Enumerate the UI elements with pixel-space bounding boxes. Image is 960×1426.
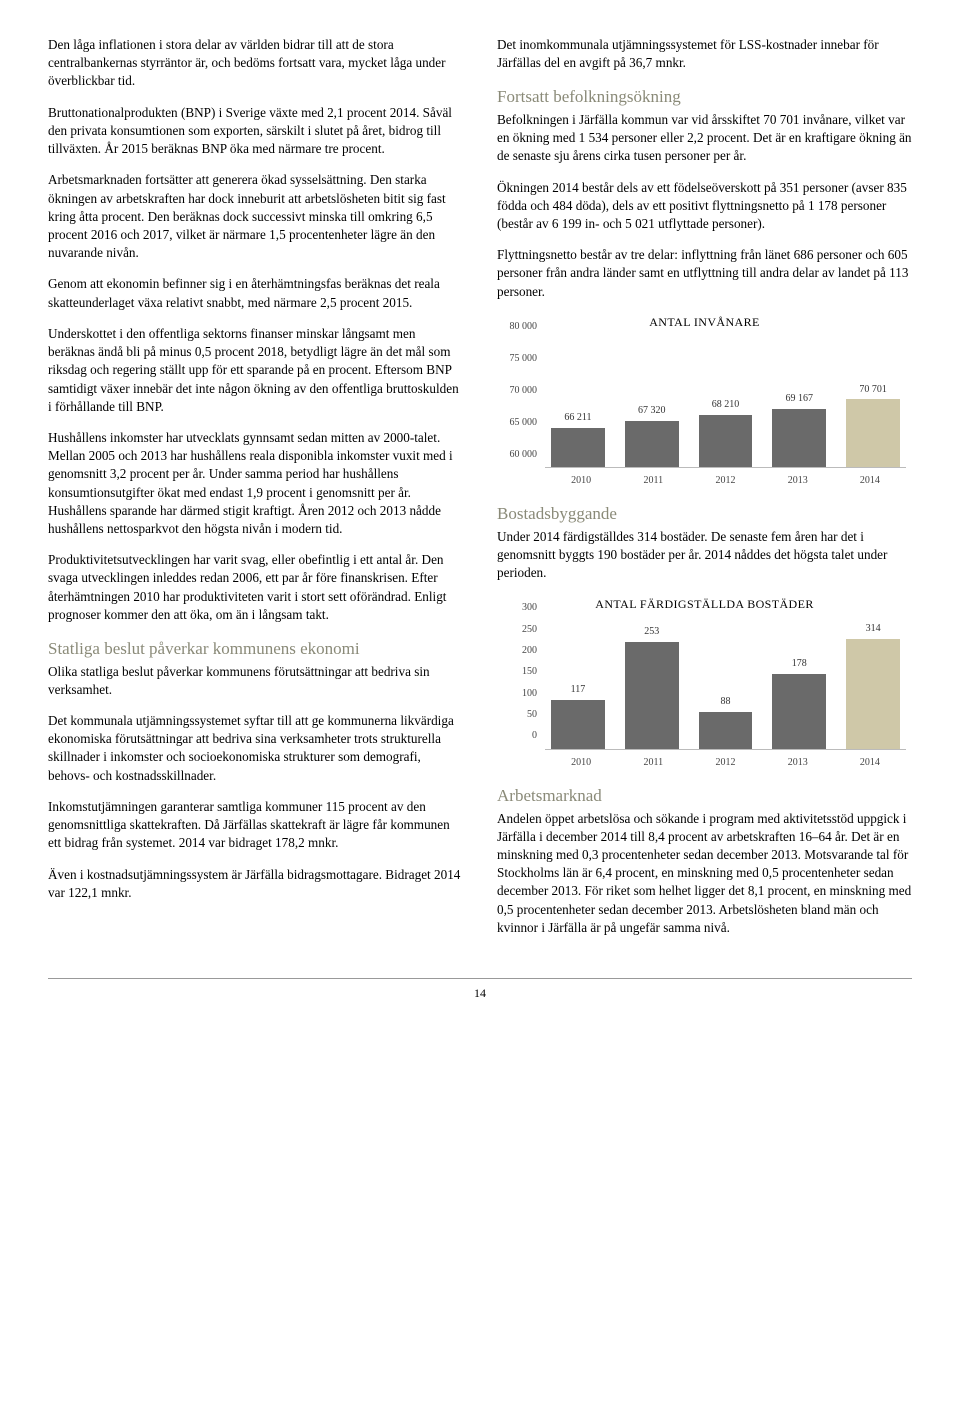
y-tick-label: 200 [522,644,537,658]
body-paragraph: Det kommunala utjämningssystemet syftar … [48,712,463,785]
bar-rect [551,700,605,750]
y-tick-label: 70 000 [510,384,538,398]
bar: 117 [545,622,611,749]
section-heading: Bostadsbyggande [497,502,912,525]
y-tick-label: 75 000 [510,352,538,366]
x-tick-label: 2013 [762,470,834,490]
bar-rect [772,409,826,467]
body-paragraph: Olika statliga beslut påverkar kommunens… [48,663,463,699]
chart-area: 0501001502002503001172538817831420102011… [545,622,906,772]
body-paragraph: Bruttonationalprodukten (BNP) i Sverige … [48,104,463,159]
section-heading: Statliga beslut påverkar kommunens ekono… [48,637,463,660]
bar: 88 [693,622,759,749]
two-column-layout: Den låga inflationen i stora delar av vä… [48,36,912,950]
y-tick-label: 80 000 [510,320,538,334]
x-tick-label: 2010 [545,470,617,490]
y-tick-label: 150 [522,665,537,679]
body-paragraph: Befolkningen i Järfälla kommun var vid å… [497,111,912,166]
body-paragraph: Andelen öppet arbetslösa och sökande i p… [497,810,912,938]
body-paragraph: Även i kostnadsutjämningssystem är Järfä… [48,866,463,902]
left-column: Den låga inflationen i stora delar av vä… [48,36,463,950]
bar-rect [625,421,679,467]
bar-rect [699,712,753,749]
bar: 68 210 [693,340,759,467]
population-chart: ANTAL INVÅNARE 60 00065 00070 00075 0008… [497,314,912,491]
bar-value-label: 88 [720,695,730,709]
body-paragraph: Den låga inflationen i stora delar av vä… [48,36,463,91]
bar-value-label: 68 210 [712,398,740,412]
x-tick-label: 2011 [617,752,689,772]
body-paragraph: Ökningen 2014 består dels av ett födelse… [497,179,912,234]
bar: 253 [619,622,685,749]
bar-rect [625,642,679,749]
y-tick-label: 300 [522,601,537,615]
chart-title: ANTAL INVÅNARE [497,314,912,331]
section-heading: Arbetsmarknad [497,784,912,807]
page-footer: 14 [48,978,912,1002]
body-paragraph: Flyttningsnetto består av tre delar: inf… [497,246,912,301]
chart-title: ANTAL FÄRDIGSTÄLLDA BOSTÄDER [497,596,912,613]
bar-rect [772,674,826,749]
chart-area: 60 00065 00070 00075 00080 00066 21167 3… [545,340,906,490]
bar-value-label: 314 [866,622,881,636]
bar-value-label: 66 211 [564,411,591,425]
bar-value-label: 70 701 [859,383,887,397]
x-tick-label: 2013 [762,752,834,772]
body-paragraph: Underskottet i den offentliga sektorns f… [48,325,463,416]
body-paragraph: Arbetsmarknaden fortsätter att generera … [48,171,463,262]
bar-value-label: 178 [792,657,807,671]
x-tick-label: 2010 [545,752,617,772]
bar: 67 320 [619,340,685,467]
y-tick-label: 0 [532,729,537,743]
y-tick-label: 50 [527,708,537,722]
bar-value-label: 117 [571,683,586,697]
y-tick-label: 250 [522,623,537,637]
bar: 69 167 [766,340,832,467]
body-paragraph: Inkomstutjämningen garanterar samtliga k… [48,798,463,853]
y-tick-label: 100 [522,687,537,701]
bar-rect [846,639,900,749]
x-tick-label: 2014 [834,470,906,490]
x-tick-label: 2014 [834,752,906,772]
body-paragraph: Under 2014 färdigställdes 314 bostäder. … [497,528,912,583]
body-paragraph: Det inomkommunala utjämningssystemet för… [497,36,912,72]
section-heading: Fortsatt befolkningsökning [497,85,912,108]
body-paragraph: Hushållens inkomster har utvecklats gynn… [48,429,463,538]
page-number: 14 [474,986,486,1000]
body-paragraph: Genom att ekonomin befinner sig i en åte… [48,275,463,311]
bar-rect [699,415,753,467]
x-tick-label: 2012 [689,752,761,772]
right-column: Det inomkommunala utjämningssystemet för… [497,36,912,950]
y-tick-label: 65 000 [510,416,538,430]
bar-rect [846,399,900,467]
x-tick-label: 2011 [617,470,689,490]
bar-value-label: 69 167 [786,392,814,406]
body-paragraph: Produktivitetsutvecklingen har varit sva… [48,551,463,624]
bar: 66 211 [545,340,611,467]
housing-chart: ANTAL FÄRDIGSTÄLLDA BOSTÄDER 0 50 100 150 20… [497,596,912,773]
bar-value-label: 67 320 [638,404,666,418]
bar: 70 701 [840,340,906,467]
y-tick-label: 60 000 [510,448,538,462]
bar: 314 [840,622,906,749]
x-tick-label: 2012 [689,470,761,490]
bar-rect [551,428,605,467]
bar: 178 [766,622,832,749]
bar-value-label: 253 [644,625,659,639]
